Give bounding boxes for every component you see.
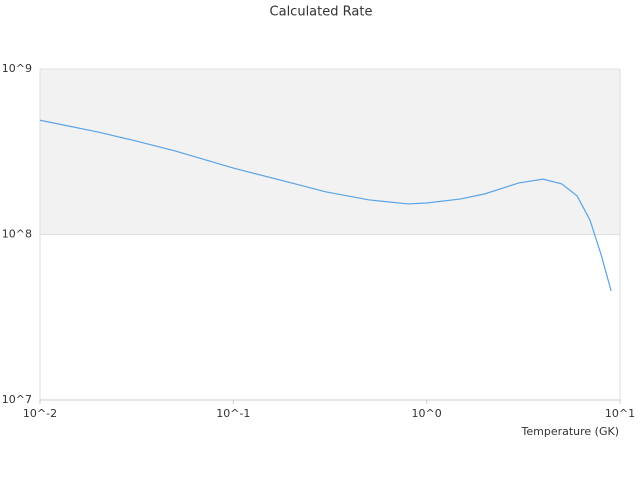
- y-tick-label: 10^8: [2, 228, 32, 241]
- plot-background: [40, 69, 620, 235]
- y-tick-label: 10^9: [2, 62, 32, 75]
- x-axis-label: Temperature (GK): [521, 425, 620, 438]
- grid-band: [40, 69, 620, 235]
- chart-title: Calculated Rate: [270, 5, 373, 20]
- x-tick-label: 10^0: [412, 407, 442, 420]
- data-line: [39, 119, 612, 292]
- x-tick-label: 10^-2: [23, 407, 57, 420]
- x-tick-label: 10^1: [605, 407, 635, 420]
- x-tick-label: 10^-1: [216, 407, 250, 420]
- y-tick-label: 10^7: [2, 393, 32, 406]
